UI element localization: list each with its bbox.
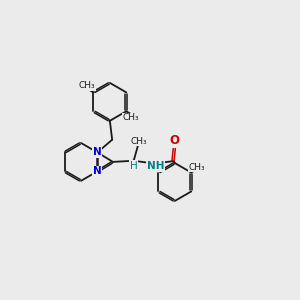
Text: CH₃: CH₃ [188, 163, 205, 172]
Text: N: N [93, 147, 102, 158]
Text: O: O [170, 134, 180, 147]
Text: N: N [93, 167, 102, 176]
Text: CH₃: CH₃ [123, 113, 140, 122]
Text: CH₃: CH₃ [130, 137, 147, 146]
Text: H: H [130, 161, 138, 171]
Text: NH: NH [147, 161, 164, 171]
Text: CH₃: CH₃ [79, 81, 95, 90]
